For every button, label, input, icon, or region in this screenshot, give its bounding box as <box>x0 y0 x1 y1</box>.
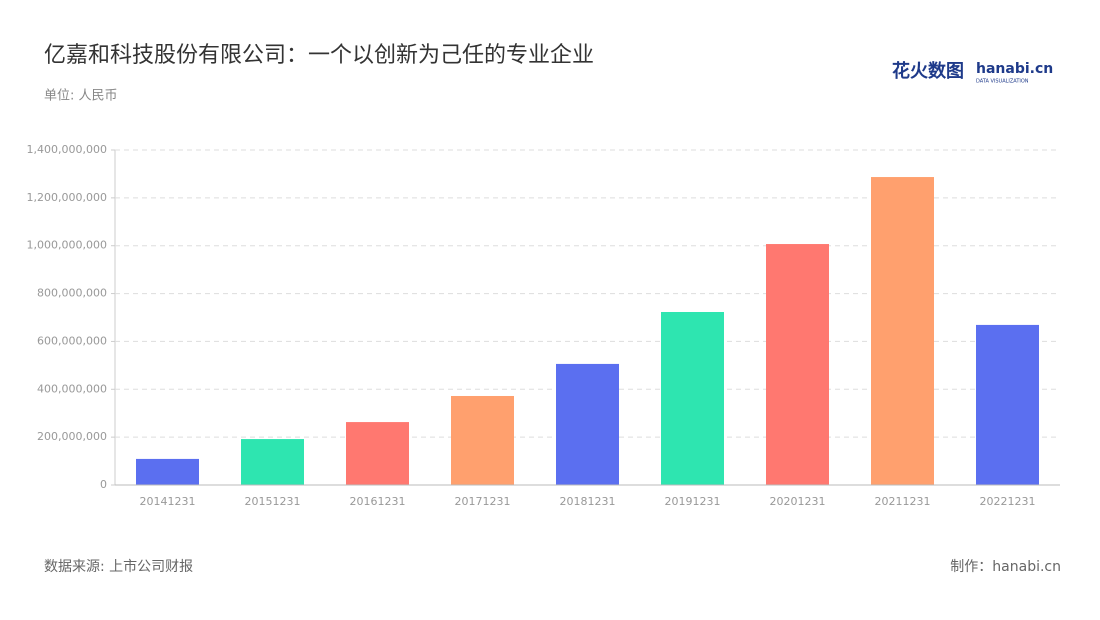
bar <box>871 177 934 485</box>
chart-title: 亿嘉和科技股份有限公司：一个以创新为己任的专业企业 <box>44 43 594 68</box>
x-tick-label: 20211231 <box>875 495 931 508</box>
credit: 制作：hanabi.cn <box>950 559 1061 575</box>
bar <box>661 311 724 485</box>
bar <box>451 395 514 485</box>
logo: 花火数图 <box>892 60 964 82</box>
bar <box>241 439 304 485</box>
bar <box>976 324 1039 485</box>
x-tick-label: 20171231 <box>455 495 511 508</box>
bar <box>766 244 829 485</box>
y-tick-label: 1,200,000,000 <box>27 191 107 204</box>
x-tick-label: 20201231 <box>770 495 826 508</box>
x-tick-label: 20221231 <box>980 495 1036 508</box>
x-tick-label: 20191231 <box>665 495 721 508</box>
logo-tagline: DATA VISUALIZATION <box>976 79 1029 85</box>
bar <box>346 422 409 485</box>
x-tick-label: 20151231 <box>245 495 301 508</box>
y-tick-label: 400,000,000 <box>37 382 107 395</box>
chart-subtitle: 单位: 人民币 <box>44 89 118 104</box>
y-tick-label: 800,000,000 <box>37 287 107 300</box>
x-tick-label: 20181231 <box>560 495 616 508</box>
y-tick-label: 1,400,000,000 <box>27 143 107 156</box>
bar <box>556 363 619 485</box>
y-tick-label: 200,000,000 <box>37 430 107 443</box>
x-tick-label: 20161231 <box>350 495 406 508</box>
bar <box>136 458 199 485</box>
y-tick-label: 1,000,000,000 <box>27 239 107 252</box>
y-tick-label: 0 <box>100 478 107 491</box>
source: 数据来源: 上市公司财报 <box>44 558 193 575</box>
logo-sub: hanabi.cn <box>976 61 1053 77</box>
y-tick-label: 600,000,000 <box>37 334 107 347</box>
x-tick-label: 20141231 <box>140 495 196 508</box>
